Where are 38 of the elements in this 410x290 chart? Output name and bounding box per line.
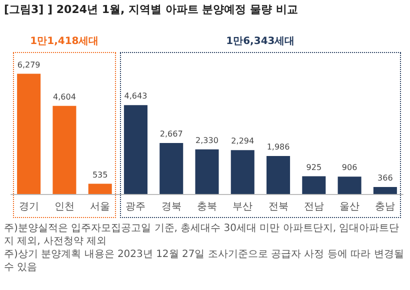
text: 주)분양실적은 입주자모집공고일 기준, 총세대수 30세대 미만 아파트단지, 임대아파트단지 제외, 사전청약 제외 <box>4 222 400 248</box>
data-label: 925 <box>306 162 322 172</box>
x-tick-label: 부산 <box>232 202 253 212</box>
data-label: 6,279 <box>17 60 40 70</box>
data-label: 4,643 <box>124 92 148 101</box>
bar <box>373 186 397 194</box>
bar <box>52 106 76 194</box>
bar <box>88 184 112 194</box>
bar <box>266 156 290 194</box>
data-label: 2,294 <box>231 136 254 146</box>
x-tick-label: 울산 <box>340 202 360 212</box>
x-tick-label: 경기 <box>18 202 39 212</box>
x-tick-label: 전북 <box>268 202 288 212</box>
bar <box>17 74 41 194</box>
bar <box>230 150 254 194</box>
data-label: 535 <box>92 170 108 180</box>
bar <box>160 142 184 194</box>
x-tick-label: 전남 <box>304 202 324 212</box>
text: 주)상기 분양계획 내용은 2023년 12월 27일 조사기준으로 공급자 사정 등에 따라 변경될 수 있음 <box>4 248 405 274</box>
data-label: 2,667 <box>160 129 183 138</box>
x-tick-label: 인천 <box>54 202 74 212</box>
x-tick-label: 광주 <box>126 202 146 212</box>
x-tick-label: 충북 <box>197 202 217 212</box>
bar <box>302 176 326 194</box>
data-label: 4,604 <box>53 92 76 102</box>
data-label: 1,986 <box>266 142 290 152</box>
x-tick-label: 충남 <box>375 202 396 212</box>
bar <box>124 105 148 194</box>
data-label: 2,330 <box>196 136 218 145</box>
bar <box>338 176 362 194</box>
bar <box>195 149 219 194</box>
text: 1만1,418세대 <box>29 35 100 48</box>
x-tick-label: 서울 <box>90 202 110 212</box>
data-label: 366 <box>378 173 393 182</box>
data-label: 906 <box>342 163 358 172</box>
chart-title: [그림3] ] 2024년 1월, 지역별 아파트 분양예정 물량 비교 <box>4 2 298 17</box>
x-tick-label: 경북 <box>161 202 182 212</box>
text: 1만6,343세대 <box>225 35 296 48</box>
